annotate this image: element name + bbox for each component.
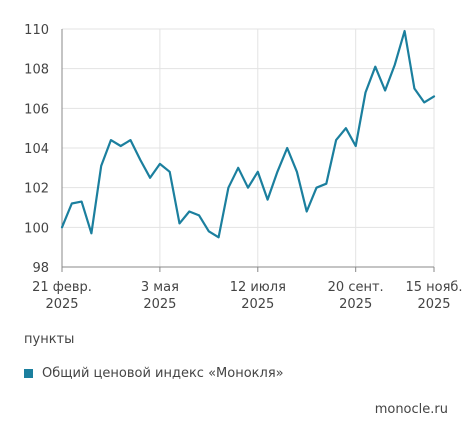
legend-label: Общий ценовой индекс «Монокля» [42, 366, 284, 381]
x-tick-year: 2025 [339, 297, 372, 312]
x-tick-label: 12 июля [230, 280, 286, 295]
y-tick-label: 108 [24, 63, 49, 78]
y-tick-label: 106 [24, 102, 49, 117]
x-tick-year: 2025 [417, 297, 450, 312]
line-chart: 98 100 102 104 106 108 110 21 февр. 2025 3 мая 202… [24, 23, 462, 312]
x-tick-year: 2025 [45, 297, 78, 312]
x-tick-label: 20 сент. [328, 280, 384, 295]
y-tick-label: 100 [24, 221, 49, 236]
legend-swatch [24, 369, 33, 378]
x-tick-year: 2025 [143, 297, 176, 312]
x-tick-label: 15 нояб. [405, 280, 462, 295]
y-unit-label: пункты [24, 332, 75, 347]
chart-grid [62, 28, 435, 267]
chart-labels: 98 100 102 104 106 108 110 21 февр. 2025 3 мая 202… [24, 23, 462, 312]
series-line [60, 29, 436, 239]
y-tick-label: 102 [24, 182, 49, 197]
y-tick-label: 104 [24, 142, 49, 157]
y-tick-label: 110 [24, 23, 49, 38]
legend: Общий ценовой индекс «Монокля» [24, 366, 284, 381]
x-tick-year: 2025 [241, 297, 274, 312]
chart-series [60, 29, 436, 239]
x-tick-label: 21 февр. [32, 280, 92, 295]
source-label: monocle.ru [374, 402, 448, 417]
y-tick-label: 98 [32, 261, 49, 276]
chart-axes [61, 29, 435, 272]
x-tick-label: 3 мая [141, 280, 179, 295]
